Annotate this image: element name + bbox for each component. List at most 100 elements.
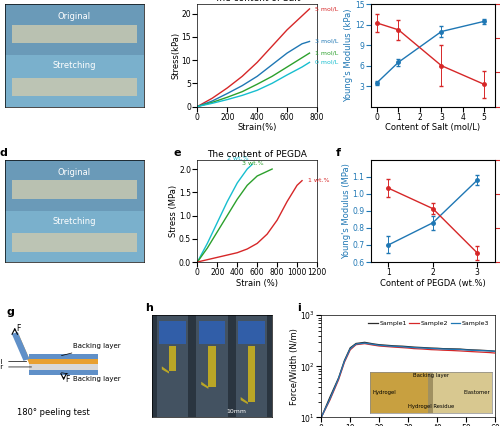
Sample3 <box>376 343 382 348</box>
Sample2 <box>457 348 463 354</box>
Sample3 <box>400 344 406 349</box>
Text: Backing layer: Backing layer <box>62 373 121 382</box>
Sample2 <box>376 343 382 348</box>
Sample2 <box>390 345 396 350</box>
Sample1 <box>347 345 353 351</box>
Bar <box>12 78 137 96</box>
Sample3 <box>448 347 454 352</box>
Polygon shape <box>162 366 169 374</box>
Line: Sample3: Sample3 <box>321 343 495 417</box>
Text: d: d <box>0 148 8 158</box>
Sample3 <box>434 346 440 351</box>
Sample1 <box>336 375 342 380</box>
Legend: Sample1, Sample2, Sample3: Sample1, Sample2, Sample3 <box>366 318 492 329</box>
Bar <box>30 364 98 370</box>
Sample3 <box>428 346 434 351</box>
Bar <box>30 370 98 375</box>
Sample1 <box>469 347 475 352</box>
Text: a: a <box>0 0 7 2</box>
Sample1 <box>376 342 382 347</box>
X-axis label: Strain (%): Strain (%) <box>236 279 278 288</box>
Sample3 <box>411 345 417 350</box>
Text: c: c <box>336 0 342 2</box>
Sample2 <box>353 342 359 347</box>
Sample1 <box>463 347 469 352</box>
Polygon shape <box>18 332 29 364</box>
Sample2 <box>370 343 376 348</box>
Sample3 <box>440 346 446 351</box>
Text: e: e <box>174 148 181 158</box>
Text: 10mm: 10mm <box>226 409 246 414</box>
Sample2 <box>478 349 484 354</box>
Text: Stretching: Stretching <box>52 61 96 70</box>
Sample3 <box>405 345 411 350</box>
Bar <box>5 160 144 211</box>
Sample3 <box>362 340 368 345</box>
Bar <box>238 321 264 344</box>
Text: Original: Original <box>58 167 91 176</box>
Y-axis label: Force/Width (N/m): Force/Width (N/m) <box>290 328 299 405</box>
Y-axis label: Young's Modulus (kPa): Young's Modulus (kPa) <box>344 9 354 102</box>
Text: 2 wt.%: 2 wt.% <box>227 156 249 161</box>
Sample2 <box>469 349 475 354</box>
Bar <box>12 233 137 252</box>
Sample2 <box>486 350 492 355</box>
X-axis label: Strain(%): Strain(%) <box>238 123 277 132</box>
Sample3 <box>420 345 426 351</box>
Sample3 <box>353 342 359 347</box>
Text: 1 wt.%: 1 wt.% <box>308 178 329 183</box>
Sample3 <box>478 348 484 353</box>
Sample1 <box>440 346 446 351</box>
Bar <box>5 4 144 55</box>
Sample1 <box>492 348 498 354</box>
Sample1 <box>362 340 368 345</box>
Y-axis label: Stress(kPa): Stress(kPa) <box>171 32 180 79</box>
Bar <box>169 346 176 371</box>
Title: The content of PEGDA: The content of PEGDA <box>207 150 307 159</box>
Sample1 <box>318 415 324 420</box>
Sample3 <box>486 348 492 354</box>
Title: The content of Salt: The content of Salt <box>214 0 300 3</box>
Sample1 <box>327 394 333 400</box>
Sample3 <box>347 346 353 351</box>
Text: Elastomer: Elastomer <box>0 364 32 370</box>
Line: Sample2: Sample2 <box>321 344 495 417</box>
Sample1 <box>448 346 454 351</box>
Sample1 <box>434 345 440 351</box>
Bar <box>5 211 144 262</box>
Sample1 <box>405 344 411 349</box>
Text: 180° peeling test: 180° peeling test <box>18 409 90 417</box>
Bar <box>160 321 186 344</box>
Text: Backing layer: Backing layer <box>62 343 121 356</box>
Sample2 <box>400 345 406 350</box>
Sample2 <box>440 348 446 353</box>
Polygon shape <box>12 332 29 361</box>
Sample1 <box>382 343 388 348</box>
Bar <box>208 346 216 387</box>
Sample2 <box>347 347 353 352</box>
Sample3 <box>492 349 498 354</box>
Sample1 <box>353 341 359 346</box>
Bar <box>30 359 98 364</box>
Sample1 <box>478 348 484 353</box>
Text: 0 mol/L: 0 mol/L <box>315 60 338 65</box>
Sample3 <box>469 348 475 353</box>
Sample2 <box>336 377 342 382</box>
Bar <box>236 315 267 417</box>
Sample2 <box>420 346 426 351</box>
X-axis label: Content of PEGDA (wt.%): Content of PEGDA (wt.%) <box>380 279 486 288</box>
Text: F: F <box>65 374 70 383</box>
Sample1 <box>428 345 434 351</box>
Sample1 <box>457 346 463 351</box>
Sample3 <box>457 347 463 352</box>
Sample3 <box>342 359 347 364</box>
Sample2 <box>362 341 368 346</box>
Bar <box>196 315 228 417</box>
Polygon shape <box>201 382 208 389</box>
Sample2 <box>405 345 411 351</box>
Sample2 <box>318 415 324 420</box>
Bar <box>157 315 188 417</box>
Text: 5 mol/L: 5 mol/L <box>315 6 338 12</box>
Sample1 <box>370 341 376 346</box>
Bar <box>12 180 137 199</box>
